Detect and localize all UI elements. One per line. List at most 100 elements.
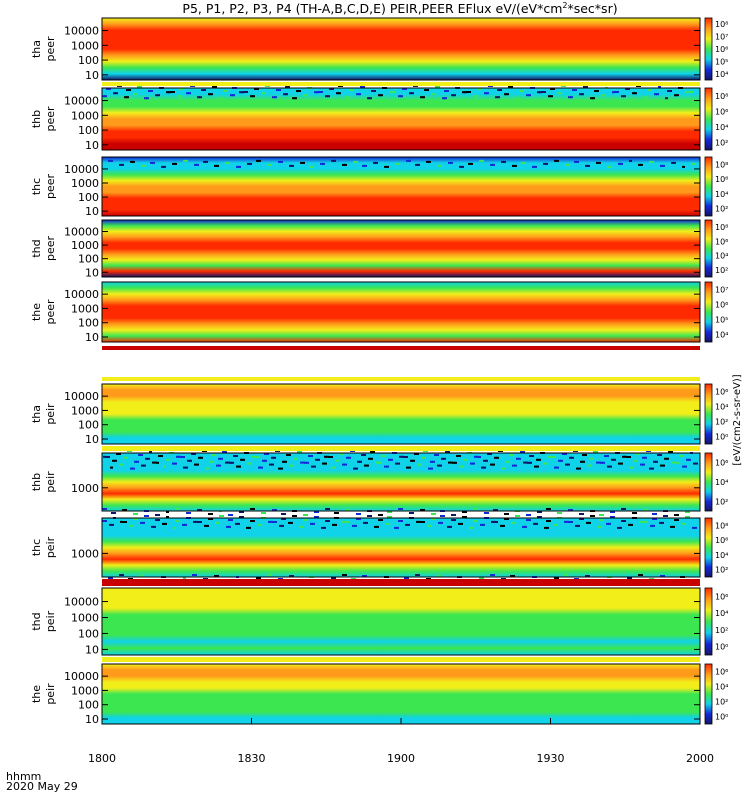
speckle-mark: [499, 89, 502, 91]
y-tick-label: 1000: [71, 239, 99, 252]
speckle-mark: [604, 455, 607, 457]
speckle-mark: [257, 523, 260, 526]
x-tick-label: 1830: [238, 752, 266, 765]
speckle-mark: [104, 508, 107, 510]
speckle-mark: [273, 456, 276, 459]
speckle-mark: [590, 515, 593, 517]
speckle-mark: [347, 521, 350, 523]
speckle-mark: [331, 466, 334, 469]
speckle-mark: [186, 512, 189, 514]
speckle-mark: [649, 160, 652, 163]
speckle-mark: [512, 575, 515, 577]
colorbar: [704, 87, 713, 151]
y-tick-label: 10000: [64, 226, 99, 239]
speckle-mark: [143, 164, 146, 167]
speckle-mark: [495, 521, 498, 523]
speckle-mark: [578, 467, 581, 470]
speckle-mark: [482, 523, 485, 526]
panel-the-peir-heatmap: [102, 664, 700, 724]
speckle-mark: [557, 512, 560, 514]
speckle-mark: [349, 89, 352, 91]
speckle-mark: [373, 90, 376, 92]
speckle-mark: [203, 89, 206, 91]
speckle-mark: [323, 526, 326, 529]
speckle-mark: [574, 89, 577, 91]
speckle-mark: [462, 91, 465, 94]
y-tick-label: 10: [85, 266, 99, 279]
speckle-mark: [362, 86, 365, 88]
speckle-mark: [109, 523, 112, 526]
speckle-mark: [104, 520, 107, 522]
speckle-mark: [403, 456, 406, 458]
panel-separator: [102, 446, 700, 451]
speckle-mark: [490, 163, 493, 166]
speckle-mark: [441, 457, 444, 460]
speckle-mark: [146, 515, 149, 517]
speckle-mark: [389, 511, 392, 513]
speckle-mark: [267, 163, 270, 166]
speckle-mark: [284, 460, 287, 463]
speckle-mark: [490, 463, 493, 466]
speckle-mark: [469, 526, 472, 529]
speckle-mark: [147, 457, 150, 460]
speckle-mark: [451, 519, 454, 521]
speckle-mark: [124, 509, 127, 511]
speckle-mark: [219, 515, 222, 517]
speckle-mark: [216, 464, 219, 467]
colorbar-tick-label: 10⁶: [715, 175, 728, 184]
speckle-mark: [677, 461, 680, 464]
panel-separator: [102, 346, 700, 350]
speckle-mark: [305, 519, 308, 521]
speckle-mark: [216, 575, 219, 577]
speckle-mark: [390, 458, 393, 461]
speckle-mark: [247, 162, 250, 165]
speckle-mark: [495, 96, 498, 99]
speckle-mark: [391, 91, 394, 94]
speckle-mark: [256, 159, 259, 162]
speckle-mark: [134, 460, 137, 463]
speckle-mark: [375, 461, 378, 464]
speckle-mark: [267, 574, 270, 576]
speckle-mark: [322, 462, 325, 465]
speckle-mark: [253, 455, 256, 458]
speckle-mark: [549, 455, 552, 458]
speckle-mark: [141, 464, 144, 467]
speckle-mark: [216, 164, 219, 167]
speckle-mark: [447, 451, 450, 453]
speckle-mark: [318, 91, 321, 93]
speckle-mark: [652, 513, 655, 515]
speckle-mark: [197, 521, 200, 523]
speckle-mark: [227, 461, 230, 464]
speckle-mark: [106, 88, 109, 90]
speckle-mark: [118, 453, 121, 455]
speckle-mark: [378, 94, 381, 97]
speckle-mark: [504, 93, 507, 96]
speckle-mark: [329, 88, 332, 90]
speckle-mark: [373, 161, 376, 164]
speckle-mark: [217, 521, 220, 524]
speckle-mark: [506, 93, 509, 96]
speckle-mark: [571, 456, 574, 459]
speckle-mark: [152, 461, 155, 464]
speckle-mark: [481, 466, 484, 469]
speckle-mark: [674, 519, 677, 521]
speckle-mark: [120, 520, 123, 523]
colorbar-tick-label: 10⁴: [715, 252, 728, 261]
speckle-mark: [199, 509, 202, 511]
speckle-mark: [406, 159, 409, 162]
colorbar-tick-label: 10²: [715, 566, 728, 575]
speckle-mark: [314, 511, 317, 513]
speckle-mark: [679, 455, 682, 457]
y-tick-label: 10000: [64, 25, 99, 38]
speckle-mark: [568, 521, 571, 523]
y-tick-label: 10000: [64, 596, 99, 609]
speckle-mark: [444, 90, 447, 92]
speckle-mark: [357, 460, 360, 463]
speckle-mark: [316, 516, 319, 518]
panel-separator: [102, 579, 700, 586]
speckle-mark: [268, 520, 271, 523]
speckle-mark: [515, 97, 518, 100]
speckle-mark: [394, 526, 397, 529]
speckle-mark: [363, 454, 366, 456]
speckle-mark: [387, 522, 390, 525]
